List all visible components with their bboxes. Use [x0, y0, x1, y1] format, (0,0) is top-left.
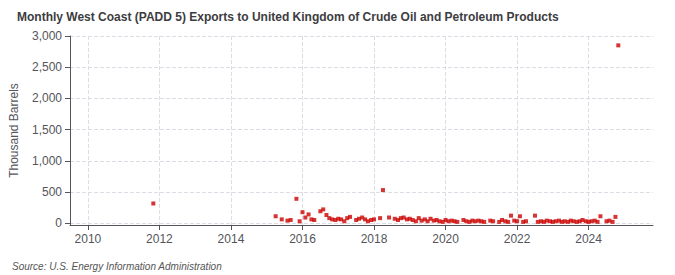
svg-text:Thousand Barrels: Thousand Barrels [7, 83, 21, 178]
svg-text:2022: 2022 [504, 232, 531, 246]
svg-text:2016: 2016 [289, 232, 316, 246]
svg-text:2024: 2024 [575, 232, 602, 246]
svg-text:500: 500 [42, 185, 62, 199]
svg-text:2014: 2014 [218, 232, 245, 246]
svg-text:2,000: 2,000 [32, 91, 62, 105]
svg-text:1,000: 1,000 [32, 154, 62, 168]
svg-text:2012: 2012 [146, 232, 173, 246]
svg-text:2020: 2020 [432, 232, 459, 246]
svg-text:2,500: 2,500 [32, 60, 62, 74]
svg-text:Monthly West Coast (PADD 5) Ex: Monthly West Coast (PADD 5) Exports to U… [17, 10, 559, 24]
svg-text:3,000: 3,000 [32, 29, 62, 43]
svg-text:1,500: 1,500 [32, 123, 62, 137]
svg-text:Source: U.S. Energy Informatio: Source: U.S. Energy Information Administ… [12, 261, 222, 272]
svg-text:2018: 2018 [361, 232, 388, 246]
svg-text:2010: 2010 [75, 232, 102, 246]
svg-text:0: 0 [55, 216, 62, 230]
